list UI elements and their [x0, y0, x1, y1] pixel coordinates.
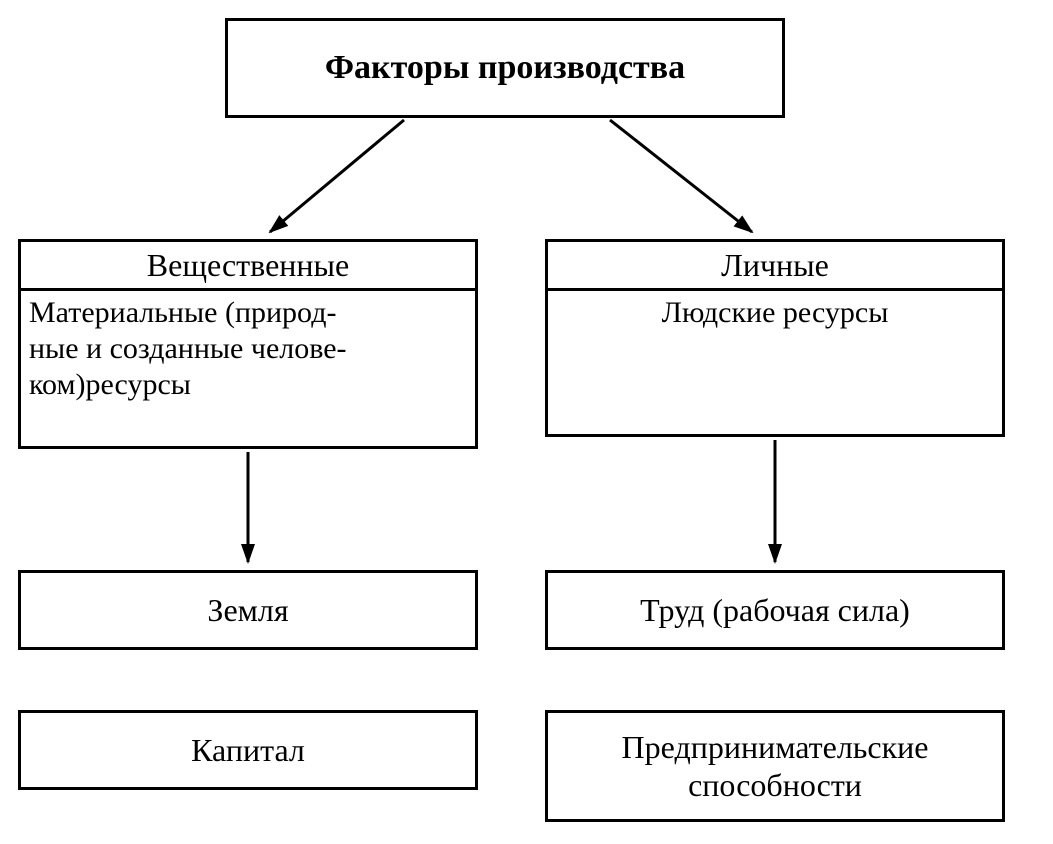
edge-root-to-left_cat	[270, 120, 404, 232]
node-material-header-label: Вещественные	[147, 247, 349, 283]
node-capital-label: Капитал	[191, 731, 305, 769]
node-personal-body: Людские ресурсы	[548, 291, 1002, 434]
node-material-header: Вещественные	[21, 242, 475, 291]
edge-root-to-right_cat	[610, 120, 752, 232]
node-personal-header: Личные	[548, 242, 1002, 291]
node-land-label: Земля	[207, 591, 288, 629]
node-entrepreneurship: Предпринимательские способности	[545, 710, 1005, 822]
node-personal-header-label: Личные	[721, 247, 829, 283]
node-entrepreneurship-label: Предпринимательские способности	[556, 728, 994, 805]
diagram-canvas: Факторы производства Вещественные Матери…	[0, 0, 1053, 844]
node-material-body: Материальные (природ-ные и созданные чел…	[21, 291, 475, 446]
node-root: Факторы производства	[225, 18, 785, 118]
node-labor-label: Труд (рабочая сила)	[640, 591, 910, 629]
node-labor: Труд (рабочая сила)	[545, 570, 1005, 650]
node-land: Земля	[18, 570, 478, 650]
node-personal-body-text: Людские ресурсы	[662, 296, 889, 329]
node-personal-category: Личные Людские ресурсы	[545, 239, 1005, 437]
node-material-body-text: Материальные (природ-ные и созданные чел…	[29, 296, 347, 401]
node-root-label: Факторы производства	[325, 48, 685, 89]
node-material-category: Вещественные Материальные (природ-ные и …	[18, 239, 478, 449]
node-capital: Капитал	[18, 710, 478, 790]
